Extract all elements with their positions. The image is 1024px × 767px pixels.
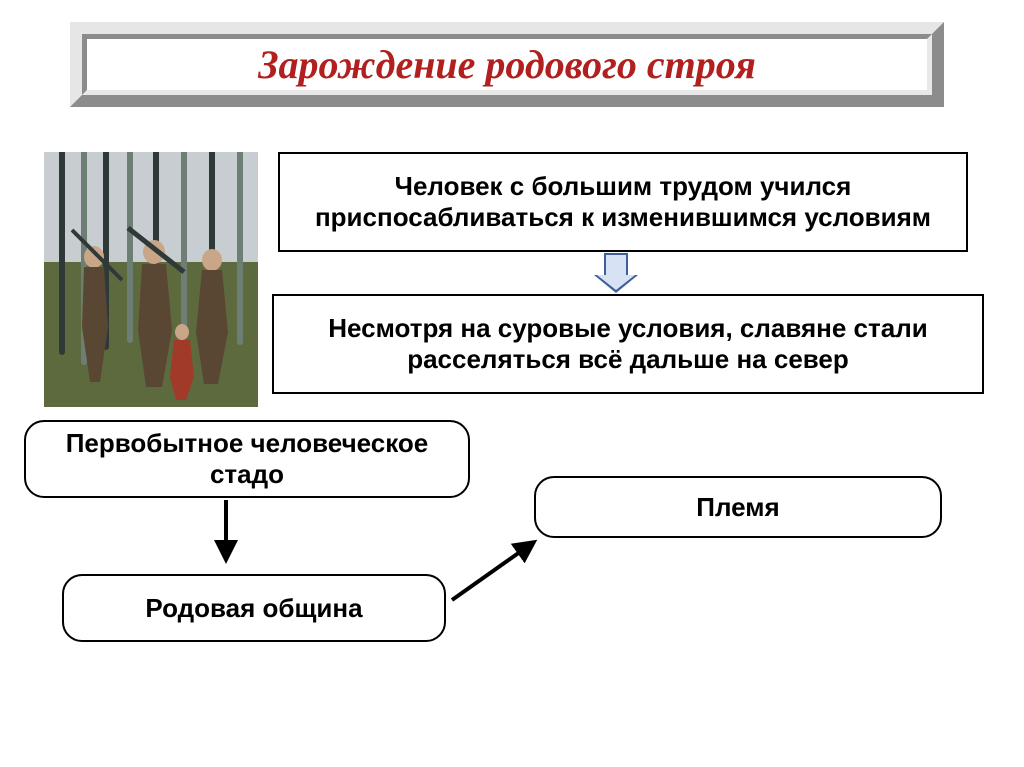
box-settlement: Несмотря на суровые условия, славяне ста…	[272, 294, 984, 394]
arrow-community-to-tribe	[452, 542, 534, 600]
box-clan-community: Родовая община	[62, 574, 446, 642]
box-clan-community-text: Родовая община	[145, 593, 362, 624]
box-primitive-herd: Первобытное человеческое стадо	[24, 420, 470, 498]
illustration-svg	[44, 152, 258, 407]
block-arrow-stem	[604, 253, 628, 275]
ill-figures	[72, 228, 228, 400]
block-arrow-down	[594, 253, 638, 293]
box-tribe: Племя	[534, 476, 942, 538]
illustration	[44, 152, 258, 407]
box-settlement-text: Несмотря на суровые условия, славяне ста…	[282, 313, 974, 375]
box-tribe-text: Племя	[696, 492, 779, 523]
box-adaptation: Человек с большим трудом учился приспоса…	[278, 152, 968, 252]
title-frame: Зарождение родового строя	[70, 22, 944, 107]
page-title: Зарождение родового строя	[70, 22, 944, 107]
box-primitive-herd-text: Первобытное человеческое стадо	[34, 428, 460, 490]
box-adaptation-text: Человек с большим трудом учился приспоса…	[288, 171, 958, 233]
block-arrow-head	[594, 275, 638, 293]
